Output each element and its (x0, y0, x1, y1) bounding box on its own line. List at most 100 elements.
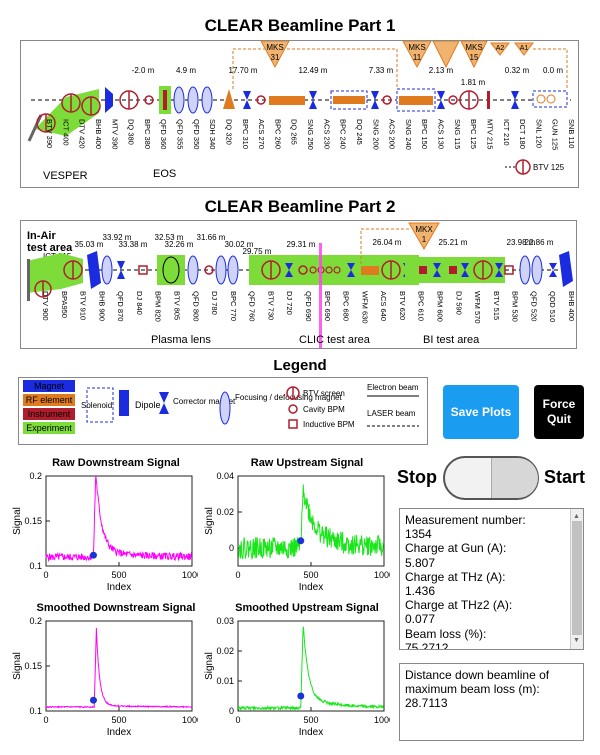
scroll-thumb[interactable] (572, 521, 582, 635)
y-tick-label: 0.1 (29, 706, 42, 716)
element-label: QFD 870 (116, 291, 125, 321)
scroll-down-icon[interactable]: ▼ (573, 636, 580, 644)
corrector-magnet-icon (285, 263, 293, 277)
legend-rf-label: RF element (26, 395, 73, 405)
element-label: DJ 780 (210, 291, 219, 315)
part1-element-labels: BTV 390 ICT 400 DTV 420 BHB 400 MTV 390 DQ 38… (45, 119, 576, 150)
part2-title: CLEAR Beamline Part 2 (204, 197, 396, 216)
measurement-info-box[interactable]: Measurement number: 1354 Charge at Gun (… (399, 508, 584, 650)
element-label: BHB 400 (94, 119, 103, 149)
element-label: ACS 130 (437, 119, 446, 149)
quadrupole-icon (201, 86, 213, 114)
test-area-label: test area (27, 242, 73, 254)
beam-loss-label: Beam loss (%): (405, 626, 487, 641)
element-label: MTV 390 (110, 119, 119, 149)
rf-element-icon (223, 89, 235, 109)
x-tick-label: 1000 (182, 570, 198, 580)
quadrupole-icon (173, 86, 185, 114)
distance-label: 0.0 m (543, 66, 563, 75)
x-tick-label: 0 (43, 715, 48, 725)
element-label: BPC 380 (143, 119, 152, 149)
scroll-up-icon[interactable]: ▲ (573, 513, 580, 520)
btv-gun-label: BTV 125 (533, 163, 565, 172)
charge-thz2-value: 0.077 (405, 612, 436, 627)
area-label-plasma-lens: Plasma lens (151, 334, 211, 346)
y-tick-label: 0.2 (29, 616, 42, 626)
info-scrollbar[interactable]: ▲ ▼ (570, 509, 583, 649)
element-label: WFM 570 (473, 291, 482, 324)
element-label: DCT 180 (518, 119, 527, 149)
element-label: BPC 310 (241, 119, 250, 149)
element-label: BPC 150 (420, 119, 429, 149)
charge-thz2-label: Charge at THz2 (A): (405, 598, 513, 613)
corrector-magnet-icon (243, 91, 251, 109)
gun-solenoid-icon (532, 90, 568, 108)
legend-dipole-label: Dipole (135, 400, 161, 410)
chart-raw-upstream: 0 0.02 0.04 0 500 1000 Index Signal (204, 471, 390, 593)
element-label: QFD 690 (304, 291, 313, 321)
distance-label: 26.04 m (373, 238, 402, 247)
element-label: BTV 805 (173, 291, 182, 320)
stop-start-toggle[interactable] (443, 456, 539, 500)
legend-experiment-label: Experiment (26, 423, 72, 433)
legend-box: Magnet RF element Instrument Experiment … (18, 377, 428, 445)
force-quit-button[interactable]: Force Quit (534, 385, 584, 439)
element-label: QFD 360 (159, 119, 168, 149)
legend-corrector-icon (159, 392, 169, 414)
x-axis-label: Index (107, 727, 131, 738)
distance-label: 22.86 m (525, 238, 554, 247)
beamline-part1-diagram: MKS 31 MKS 11 MKS 15 A2 A1 -2.0 m 4.9 m … (20, 40, 579, 188)
svg-text:31: 31 (271, 53, 280, 62)
distance-label: 31.66 m (197, 233, 226, 242)
corrector-magnet-icon (495, 263, 503, 277)
quadrupole-icon (227, 255, 239, 285)
charge-thz-value: 1.436 (405, 584, 436, 599)
element-label: BTV 390 (45, 119, 54, 148)
distance-label: 23.98 m (507, 238, 536, 247)
element-label: MTV 215 (485, 119, 494, 149)
element-label: BTV 730 (266, 291, 275, 320)
svg-text:1: 1 (422, 235, 427, 244)
y-tick-label: 0 (229, 706, 234, 716)
inductive-bpm-icon (138, 265, 148, 275)
dipole-icon (87, 251, 101, 289)
force-quit-label: Force Quit (542, 397, 576, 426)
area-label-eos: EOS (153, 168, 176, 180)
signal-line (237, 484, 385, 561)
x-axis-label: Index (107, 582, 131, 593)
element-label: DTV 900 (41, 291, 50, 321)
element-label: BPA950 (60, 291, 69, 318)
dipole-icon (105, 87, 113, 113)
element-label: DJ 840 (135, 291, 144, 315)
ict-icon (487, 91, 490, 109)
part1-title: CLEAR Beamline Part 1 (204, 16, 396, 35)
klystron-icon (402, 41, 432, 69)
svg-text:MKS: MKS (465, 43, 482, 52)
quadrupole-icon (101, 255, 113, 285)
y-axis-label: Signal (204, 652, 215, 680)
quadrupole-icon (215, 255, 227, 285)
save-plots-button[interactable]: Save Plots (443, 385, 519, 439)
plot-title-smoothed-upstream: Smoothed Upstream Signal (235, 602, 379, 614)
toggle-knob[interactable] (491, 458, 538, 498)
beam-loss-marker (319, 243, 322, 348)
element-label: BPM 820 (154, 291, 163, 322)
area-label-bi: BI test area (423, 334, 480, 346)
element-label: BPC 260 (273, 119, 282, 149)
x-tick-label: 0 (235, 570, 240, 580)
inductive-bpm-icon (419, 266, 427, 274)
element-label: BPC 240 (339, 119, 348, 149)
element-label: BPC 680 (342, 291, 351, 321)
start-marker (89, 696, 97, 704)
distance-label: 7.33 m (369, 66, 394, 75)
y-tick-label: 0.02 (216, 507, 234, 517)
element-label: SNL 120 (534, 119, 543, 148)
legend-cavity-bpm-label: Cavity BPM (303, 405, 345, 414)
element-label: ACS 270 (257, 119, 266, 149)
element-label: SNG 240 (404, 119, 413, 150)
element-label: DQ 265 (290, 119, 299, 145)
y-axis-label: Signal (12, 507, 23, 535)
element-label: BPC 770 (229, 291, 238, 321)
x-tick-label: 500 (303, 715, 318, 725)
cavity-bpm-icon (144, 95, 154, 105)
